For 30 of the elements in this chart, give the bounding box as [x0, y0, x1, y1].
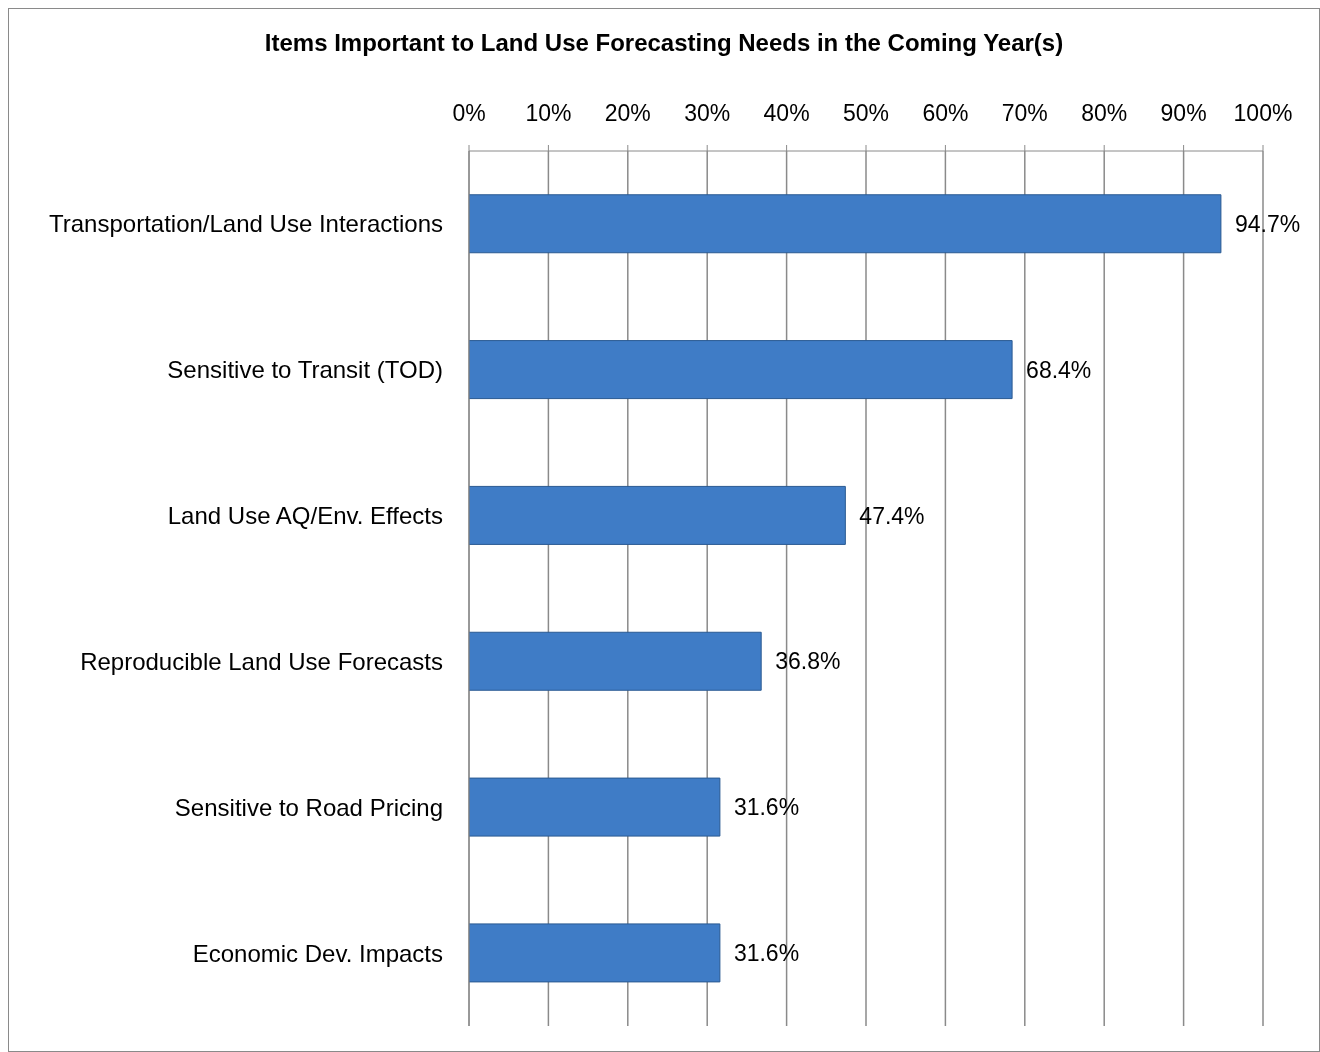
bar	[469, 194, 1222, 254]
bar	[469, 340, 1013, 400]
x-tick-label: 20%	[604, 100, 651, 126]
x-tick-label: 80%	[1081, 100, 1128, 126]
data-label: 36.8%	[775, 648, 841, 675]
y-tick-label: Reproducible Land Use Forecasts	[80, 647, 443, 675]
y-tick-label: Transportation/Land Use Interactions	[49, 210, 443, 238]
data-label: 68.4%	[1026, 356, 1092, 383]
y-tick-label: Land Use AQ/Env. Effects	[167, 502, 443, 530]
y-tick-label: Sensitive to Transit (TOD)	[167, 356, 443, 384]
x-tick-label: 0%	[452, 100, 486, 126]
x-tick-label: 70%	[1001, 100, 1048, 126]
x-tick-label: 100%	[1233, 100, 1293, 126]
x-tick-label: 40%	[763, 100, 810, 126]
y-tick-label: Economic Dev. Impacts	[192, 939, 443, 967]
data-label: 31.6%	[733, 940, 800, 967]
bar	[469, 485, 846, 545]
bar	[469, 631, 762, 691]
data-label: 47.4%	[859, 502, 925, 529]
bar	[469, 923, 721, 983]
x-tick-label: 50%	[842, 100, 890, 126]
x-tick-label: 10%	[525, 100, 572, 126]
x-tick-label: 30%	[684, 100, 731, 126]
x-tick-label: 90%	[1160, 100, 1207, 126]
y-tick-label: Sensitive to Road Pricing	[174, 793, 443, 821]
x-tick-label: 60%	[922, 100, 969, 126]
data-label: 94.7%	[1234, 210, 1301, 237]
bar	[469, 777, 721, 837]
chart-title: Items Important to Land Use Forecasting Needs in the Coming Year(s)	[263, 29, 1065, 57]
data-label: 31.6%	[733, 794, 800, 821]
